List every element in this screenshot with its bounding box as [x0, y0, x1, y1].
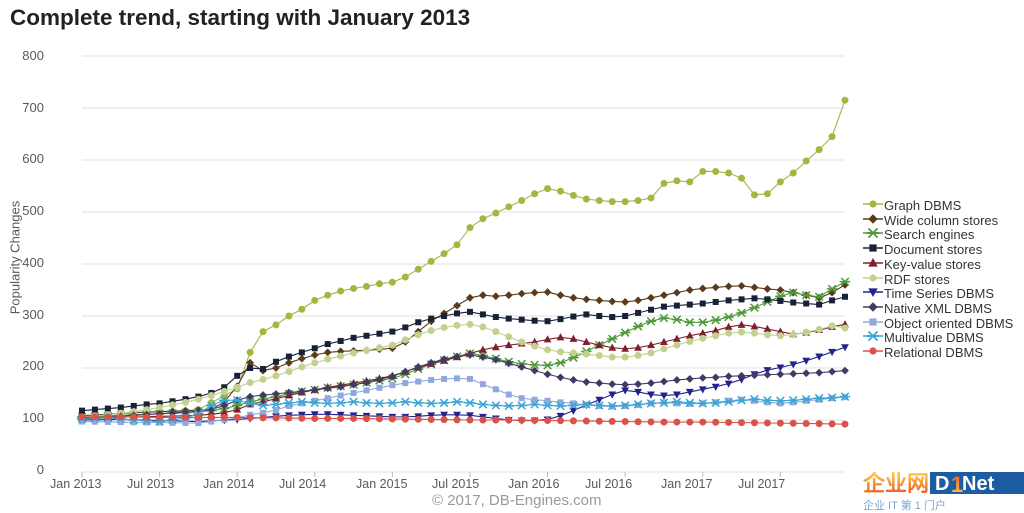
svg-text:企业 IT 第 1 门户: 企业 IT 第 1 门户	[863, 498, 946, 512]
svg-text:企业网: 企业网	[862, 471, 929, 496]
svg-text:D: D	[935, 473, 949, 495]
svg-text:Net: Net	[962, 473, 995, 495]
